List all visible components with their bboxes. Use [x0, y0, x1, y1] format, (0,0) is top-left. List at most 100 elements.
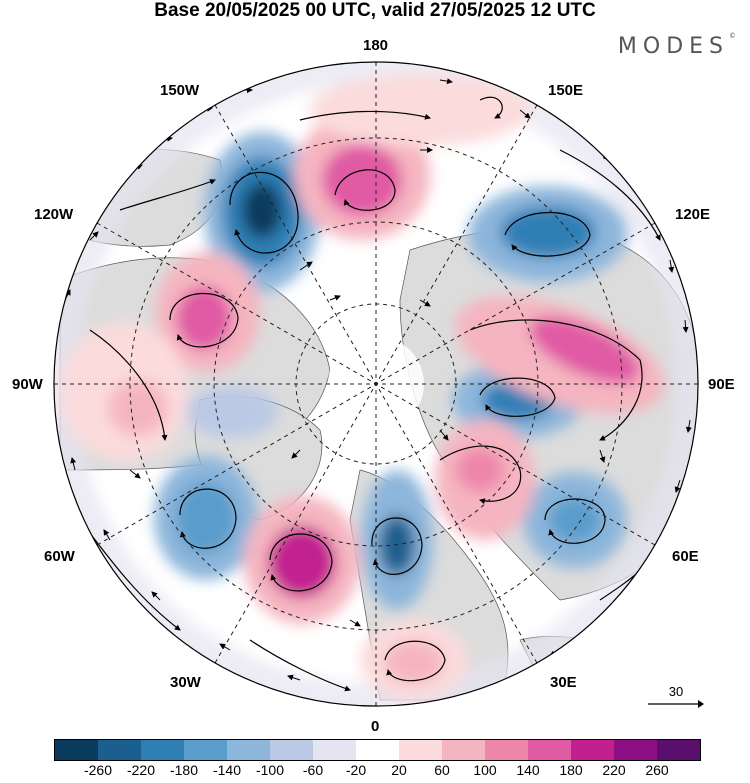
- colorbar-swatch: [55, 740, 98, 760]
- wind-arrow: [129, 469, 141, 479]
- label-90w: 90W: [12, 376, 43, 393]
- meridian-120-300: [96, 222, 656, 546]
- colorbar-swatch: [227, 740, 270, 760]
- colorbar-swatch: [313, 740, 356, 760]
- reference-vector-label: 30: [668, 684, 684, 699]
- colorbar-swatch: [571, 740, 614, 760]
- reference-vector-arrow: [648, 700, 704, 708]
- wind-arrow: [685, 419, 692, 433]
- streamline: [229, 171, 299, 254]
- streamline: [371, 517, 423, 575]
- wind-arrow: [70, 457, 77, 471]
- label-90e: 90E: [708, 376, 735, 393]
- modes-logo: MODES©: [617, 32, 736, 59]
- colorbar-tick-label: -180: [169, 762, 199, 778]
- streamline: [89, 329, 168, 441]
- colorbar-tick-label: 100: [473, 762, 497, 778]
- label-150e: 150E: [548, 82, 584, 99]
- streamline: [179, 488, 237, 549]
- anomaly-neg-east-siberia-core: [500, 206, 596, 258]
- anomaly-field: [54, 62, 698, 706]
- colorbar-tick-label: 260: [645, 762, 669, 778]
- streamline: [384, 640, 446, 682]
- colorbar-swatch: [528, 740, 571, 760]
- wind-arrow: [419, 299, 431, 307]
- anomaly-pos-hudson-core: [108, 380, 168, 436]
- streamline: [559, 149, 661, 241]
- colorbar-tick-label: -100: [255, 762, 285, 778]
- logo-text: MODES: [617, 34, 729, 59]
- colorbar-swatch: [442, 740, 485, 760]
- wind-arrow: [599, 449, 606, 463]
- wind-arrow: [151, 591, 161, 601]
- streamline: [299, 110, 431, 121]
- colorbar-tick-label: 220: [602, 762, 626, 778]
- wind-arrow: [299, 261, 313, 271]
- colorbar-swatch: [270, 740, 313, 760]
- wind-arrow: [439, 78, 453, 85]
- colorbar-tick-label: 20: [391, 762, 407, 778]
- wind-arrow: [291, 449, 301, 459]
- map-disc: [54, 62, 698, 706]
- polar-map: [53, 61, 699, 707]
- map-border: [53, 61, 699, 707]
- label-60w: 60W: [44, 548, 75, 565]
- anomaly-neg-atlantic-core: [176, 482, 236, 554]
- wind-arrow: [329, 295, 341, 301]
- streamline: [334, 169, 396, 211]
- label-180: 180: [363, 37, 389, 54]
- colorbar-swatch: [98, 740, 141, 760]
- wind-arrow: [287, 674, 301, 681]
- wind-arrow: [103, 529, 111, 541]
- colorbar-tick-label: 180: [559, 762, 583, 778]
- streamline: [269, 533, 333, 592]
- anomaly-pos-europe-core: [384, 640, 444, 684]
- colorbar-tick-label: -220: [126, 762, 156, 778]
- streamline: [119, 179, 216, 211]
- wind-arrow: [89, 231, 99, 241]
- label-60e: 60E: [672, 548, 699, 565]
- colorbar-tick-label: -60: [302, 762, 324, 778]
- colorbar-swatch: [614, 740, 657, 760]
- wind-arrow: [219, 643, 231, 651]
- anomaly-pos-pacific-core: [322, 144, 402, 216]
- streamline: [479, 377, 556, 417]
- colorbar-swatch: [141, 740, 184, 760]
- graticule: [54, 62, 698, 706]
- anomaly-pos-north-atlantic-core: [268, 526, 336, 598]
- label-30w: 30W: [170, 674, 201, 691]
- wind-arrow: [668, 259, 675, 273]
- wind-arrow: [519, 109, 531, 119]
- anomaly-pos-kara-core: [456, 448, 504, 492]
- anomaly-neg-urals-core: [549, 498, 601, 542]
- colorbar-labels: -260 -220 -180 -140 -100 -60 -20 20 60 100 140 180 2…: [54, 762, 700, 782]
- colorbar-swatch: [184, 740, 227, 760]
- anomaly-pos-canada-core: [176, 286, 232, 350]
- wind-arrow: [349, 619, 361, 627]
- colorbar-swatch: [657, 740, 700, 760]
- wind-arrow: [682, 319, 689, 333]
- label-0: 0: [371, 718, 380, 735]
- streamline: [439, 445, 522, 505]
- colorbar-swatch: [356, 740, 399, 760]
- streamline: [479, 96, 503, 119]
- anomaly-neg-bering-core2: [242, 182, 282, 238]
- colorbar-tick-label: -260: [83, 762, 113, 778]
- anomaly-pos-pacific-north: [310, 74, 530, 146]
- label-150w: 150W: [160, 82, 200, 99]
- wind-arrow: [674, 479, 681, 493]
- colorbar-tick-label: 60: [434, 762, 450, 778]
- colorbar-tick-label: -20: [345, 762, 367, 778]
- streamline: [469, 319, 643, 441]
- colorbar-swatch: [485, 740, 528, 760]
- label-30e: 30E: [550, 674, 577, 691]
- label-120e: 120E: [675, 206, 711, 223]
- colorbar-tick-label: 140: [516, 762, 540, 778]
- anomaly-neg-greenland: [186, 386, 278, 438]
- copyright-mark: ©: [729, 32, 736, 40]
- streamline: [249, 639, 351, 692]
- colorbar: [54, 739, 701, 761]
- map-title: Base 20/05/2025 00 UTC, valid 27/05/2025…: [154, 0, 596, 21]
- streamline: [169, 292, 239, 348]
- anomaly-pos-siberia-core: [529, 316, 641, 384]
